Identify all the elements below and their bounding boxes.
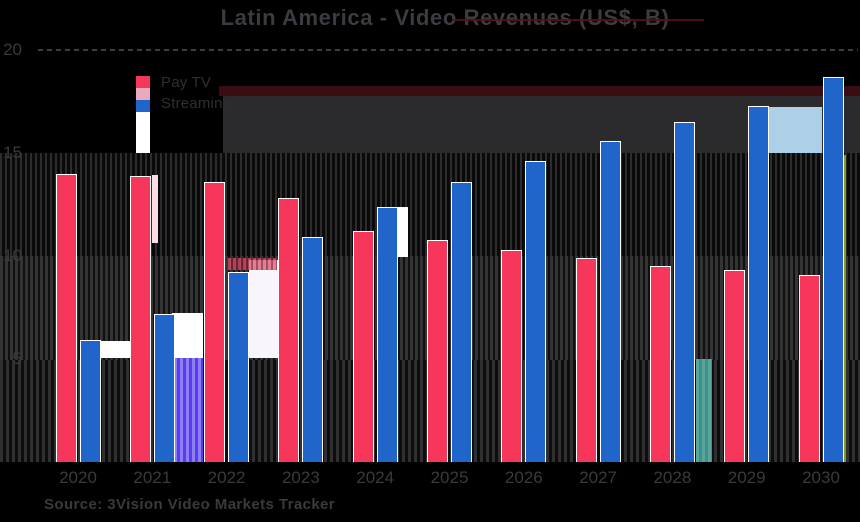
glitch-white-rect-4	[396, 207, 408, 257]
bar-pay-tv-2020	[55, 173, 77, 462]
bar-streaming-2023	[302, 237, 324, 462]
legend-label-streaming: Streaming	[161, 95, 232, 112]
x-tick-label-2022: 2022	[207, 468, 246, 487]
glitch-title-strike-line	[452, 19, 704, 21]
glitch-pink-band	[228, 258, 277, 270]
bar-pay-tv-2026	[501, 249, 523, 462]
bar-streaming-2027	[599, 140, 621, 462]
glitch-white-rect-3	[249, 260, 280, 358]
x-tick-label-2026: 2026	[504, 468, 543, 487]
y-tick-label-15: 15	[3, 143, 22, 162]
x-tick-label-2027: 2027	[579, 468, 617, 487]
gridline-20-dashed	[38, 49, 858, 51]
legend-artifact-pink-swatch	[136, 88, 150, 100]
glitch-teal-bar	[696, 359, 712, 462]
page-title: Latin America - Video Revenues (US$, B)	[220, 5, 670, 30]
bar-pay-tv-2030	[798, 274, 820, 462]
bar-pay-tv-2028	[649, 266, 671, 462]
bar-pay-tv-2022	[204, 181, 226, 462]
bar-pay-tv-2029	[724, 270, 746, 462]
y-tick-label-5: 5	[12, 349, 22, 368]
y-tick-label-20: 20	[3, 40, 22, 59]
glitch-olive-line	[844, 155, 846, 462]
bar-pay-tv-2025	[427, 239, 448, 462]
y-tick-label-10: 10	[3, 246, 22, 265]
bar-streaming-2030	[822, 76, 844, 462]
source-caption: Source: 3Vision Video Markets Tracker	[44, 496, 336, 513]
bar-streaming-2021	[153, 313, 175, 462]
x-tick-label-2025: 2025	[430, 468, 469, 487]
glitch-maroon-band	[219, 86, 860, 96]
bar-pay-tv-2023	[278, 198, 300, 462]
legend-swatch-pay-tv	[136, 76, 150, 88]
y-axis-labels: 20 15 10 5	[0, 0, 40, 522]
x-tick-label-2028: 2028	[653, 468, 692, 487]
glitch-pink-strip	[152, 175, 158, 243]
x-tick-label-2030: 2030	[802, 468, 840, 487]
bar-streaming-2025	[451, 181, 472, 462]
x-tick-label-2024: 2024	[356, 468, 395, 487]
glitch-purple-bar	[174, 358, 203, 462]
legend-swatch-streaming	[136, 100, 150, 112]
glitch-lightblue-rect	[768, 107, 822, 153]
glitch-white-rect-1	[100, 341, 130, 358]
x-tick-label-2020: 2020	[59, 468, 97, 487]
bar-streaming-2029	[748, 105, 770, 462]
bar-streaming-2028	[673, 122, 695, 462]
glitch-white-rect-2	[172, 313, 203, 358]
bar-streaming-2022	[228, 272, 250, 462]
bar-streaming-2024	[376, 206, 398, 462]
x-tick-label-2023: 2023	[281, 468, 320, 487]
bar-pay-tv-2021	[129, 175, 151, 462]
legend-artifact-white-strip	[136, 112, 150, 153]
bar-pay-tv-2027	[575, 258, 597, 462]
legend-label-pay-tv: Pay TV	[161, 74, 212, 91]
bar-streaming-2026	[525, 161, 547, 462]
bar-streaming-2020	[79, 340, 101, 462]
bar-pay-tv-2024	[352, 231, 374, 462]
x-tick-label-2029: 2029	[727, 468, 766, 487]
x-tick-label-2021: 2021	[133, 468, 172, 487]
